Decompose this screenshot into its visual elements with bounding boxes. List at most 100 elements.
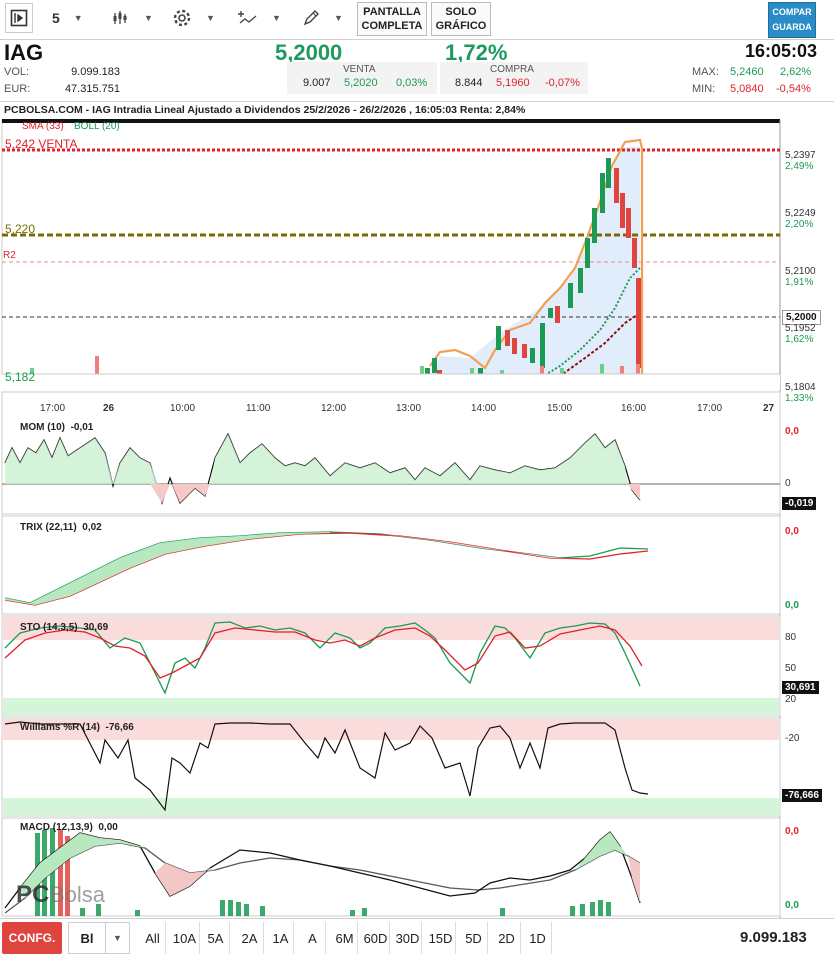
time-axis-tick: 17:00 bbox=[40, 403, 66, 414]
macd-histogram-bar bbox=[65, 836, 70, 916]
price-candle bbox=[555, 306, 560, 323]
price-candle bbox=[614, 168, 619, 203]
max-label: MAX: bbox=[692, 66, 719, 78]
mom-value: -0,01 bbox=[70, 422, 94, 433]
price-candles bbox=[425, 158, 641, 383]
chart-only-button[interactable]: SOLO GRÁFICO bbox=[431, 2, 491, 36]
bl-select[interactable]: Bl bbox=[68, 922, 106, 954]
r2-label: R2 bbox=[3, 250, 16, 261]
time-axis-tick: 10:00 bbox=[170, 403, 196, 414]
sma-label: SMA (33) bbox=[22, 121, 64, 132]
price-axis-label: 5,2249 bbox=[785, 208, 816, 219]
range-button-30d[interactable]: 30D bbox=[394, 922, 422, 954]
price-candle bbox=[548, 308, 553, 318]
macd-value: 0,00 bbox=[98, 822, 118, 833]
williams-label: Williams %R (14) -76,66 bbox=[20, 722, 134, 733]
vol-label: VOL: bbox=[4, 66, 30, 78]
sto-name: STO (14,3,5) bbox=[20, 622, 78, 633]
volume-bars bbox=[30, 356, 640, 374]
macd-histogram-bar bbox=[500, 908, 505, 916]
macd-name: MACD (12,13,9) bbox=[20, 822, 93, 833]
range-button-2d[interactable]: 2D bbox=[493, 922, 521, 954]
macd-axis-bottom: 0,0 bbox=[785, 900, 799, 911]
sto-axis-20: 20 bbox=[785, 694, 797, 705]
interval-dropdown[interactable]: 5 ▼ bbox=[52, 6, 83, 30]
eur-value: 47.315.751 bbox=[64, 83, 120, 95]
panel-toggle-icon bbox=[10, 9, 28, 27]
range-button-60d[interactable]: 60D bbox=[362, 922, 390, 954]
indicators-dropdown[interactable]: ▼ bbox=[238, 6, 281, 30]
range-button-6m[interactable]: 6M bbox=[332, 922, 358, 954]
price-axis-pct: 1,62% bbox=[785, 334, 814, 345]
mom-axis-zero: 0 bbox=[785, 478, 791, 489]
volume-bar bbox=[560, 368, 564, 374]
price-candle bbox=[626, 208, 631, 238]
williams-value-box: -76,666 bbox=[782, 789, 822, 802]
fullscreen-button[interactable]: PANTALLA COMPLETA bbox=[357, 2, 427, 36]
price-axis-label: 5,1952 bbox=[785, 323, 816, 334]
pencil-icon bbox=[303, 10, 319, 26]
sidebar-toggle-button[interactable] bbox=[5, 3, 33, 33]
eur-label: EUR: bbox=[4, 83, 31, 95]
interval-value: 5 bbox=[52, 10, 60, 26]
buy-label-line2: GUARDA bbox=[772, 22, 812, 32]
range-button-a[interactable]: A bbox=[300, 922, 326, 954]
trix-axis-bottom: 0,0 bbox=[785, 600, 799, 611]
range-button-1d[interactable]: 1D bbox=[524, 922, 552, 954]
sto-axis-50: 50 bbox=[785, 663, 797, 674]
price-axis-pct: 2,20% bbox=[785, 219, 814, 230]
toolbar-divider bbox=[0, 39, 834, 40]
range-button-15d[interactable]: 15D bbox=[426, 922, 456, 954]
compra-qty: 8.844 bbox=[455, 77, 483, 89]
macd-histogram-bar bbox=[580, 904, 585, 916]
range-button-10a[interactable]: 10A bbox=[170, 922, 200, 954]
macd-axis-top: 0,0 bbox=[785, 826, 799, 837]
venta-qty: 9.007 bbox=[303, 77, 331, 89]
chart-type-dropdown[interactable]: ▼ bbox=[112, 6, 153, 30]
min-label: MIN: bbox=[692, 83, 716, 95]
trix-label: TRIX (22,11) 0,02 bbox=[20, 522, 102, 533]
price-candle bbox=[578, 268, 583, 293]
chevron-down-icon: ▼ bbox=[73, 13, 83, 23]
price-candle bbox=[425, 368, 430, 378]
range-button-1a[interactable]: 1A bbox=[268, 922, 294, 954]
price-candle bbox=[636, 278, 641, 368]
price-axis-label: 5,2100 bbox=[785, 266, 816, 277]
bl-chevron-button[interactable]: ▼ bbox=[106, 922, 130, 954]
drawing-tools-dropdown[interactable]: ▼ bbox=[302, 6, 343, 30]
sto-value-box: 30,691 bbox=[782, 681, 819, 694]
min-pct: -0,54% bbox=[776, 83, 811, 95]
mom-axis-top: 0,0 bbox=[785, 426, 799, 437]
volume-bar bbox=[470, 368, 474, 374]
macd-histogram-bar bbox=[606, 902, 611, 916]
sto-value: 30,69 bbox=[83, 622, 109, 633]
williams-value: -76,66 bbox=[105, 722, 134, 733]
buy-save-button[interactable]: COMPAR GUARDA bbox=[768, 2, 816, 38]
macd-histogram-bar bbox=[244, 904, 249, 916]
range-button-2a[interactable]: 2A bbox=[236, 922, 264, 954]
price-candle bbox=[540, 323, 545, 368]
last-price: 5,2000 bbox=[275, 40, 343, 65]
macd-histogram-bar bbox=[362, 908, 367, 916]
chart-canvas[interactable]: PC Bolsa bbox=[0, 118, 834, 918]
macd-histogram-bar bbox=[590, 902, 595, 916]
range-button-5a[interactable]: 5A bbox=[202, 922, 230, 954]
mom-name: MOM (10) bbox=[20, 422, 65, 433]
config-button[interactable]: CONFG. bbox=[2, 922, 62, 954]
max-pct: 2,62% bbox=[780, 66, 812, 78]
bottom-volume: 9.099.183 bbox=[740, 929, 807, 946]
settings-dropdown[interactable]: ▼ bbox=[172, 6, 215, 30]
candles-icon bbox=[113, 11, 127, 24]
volume-bar bbox=[636, 364, 640, 374]
bottom-divider bbox=[0, 918, 834, 919]
watermark-pc: PC bbox=[16, 881, 49, 908]
range-button-5d[interactable]: 5D bbox=[460, 922, 488, 954]
price-axis-pct: 1,33% bbox=[785, 393, 814, 402]
vol-value: 9.099.183 bbox=[71, 66, 120, 78]
price-candle bbox=[568, 283, 573, 308]
macd-histogram-bar bbox=[228, 900, 233, 916]
range-button-all[interactable]: All bbox=[140, 922, 166, 954]
venta-price: 5,2020 bbox=[344, 77, 378, 89]
gear-icon bbox=[173, 9, 191, 27]
